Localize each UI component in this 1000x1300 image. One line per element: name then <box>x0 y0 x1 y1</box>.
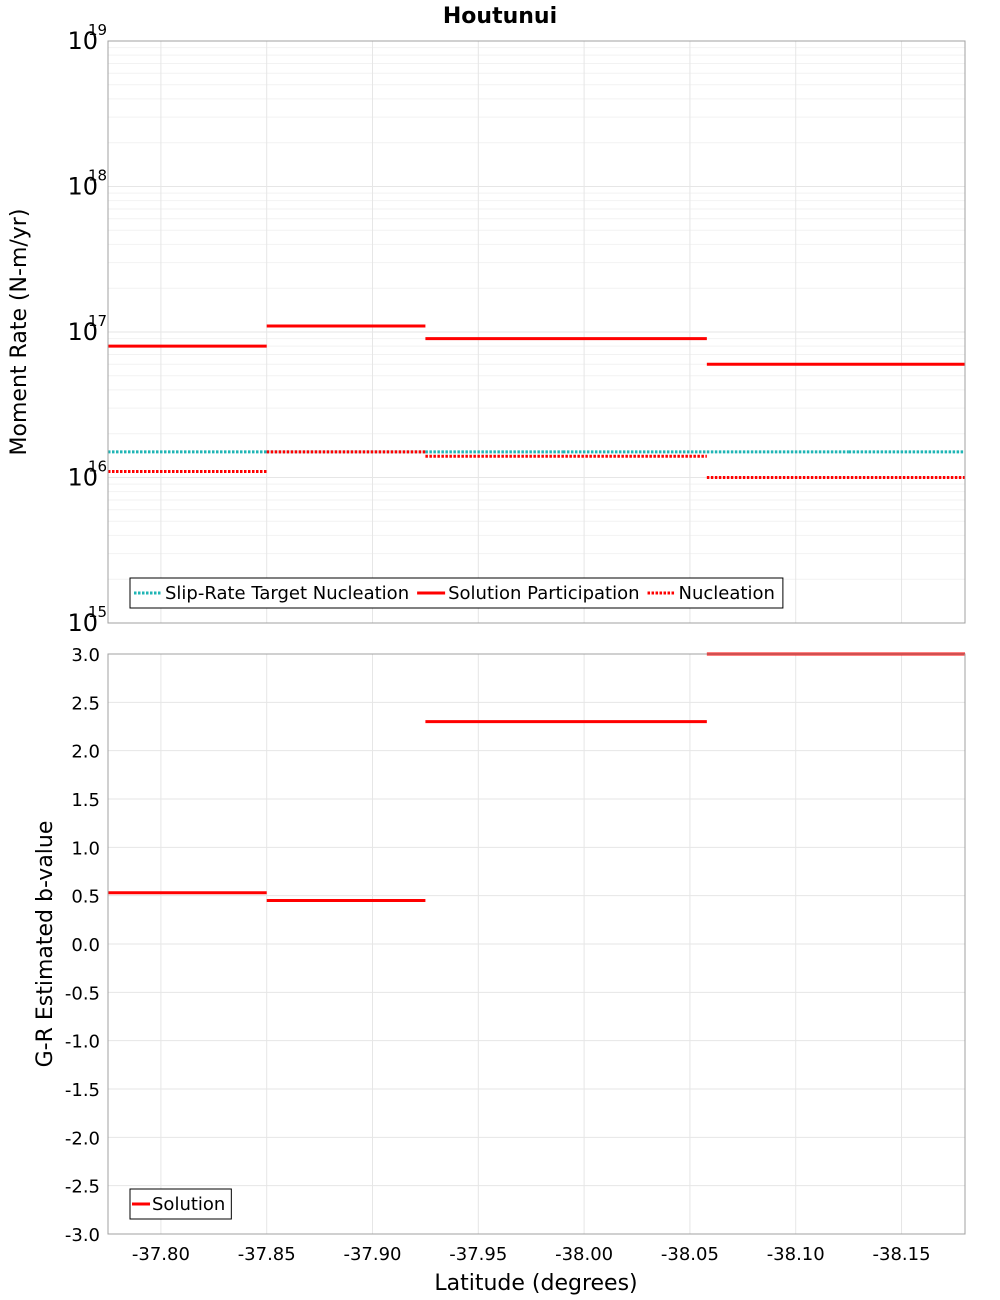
y-tick-exponent: 18 <box>88 167 107 185</box>
moment-rate-plot-frame <box>107 40 966 624</box>
y-tick-label: -0.5 <box>65 983 100 1004</box>
y-tick-label: 3.0 <box>71 645 100 666</box>
y-tick-label: 1.0 <box>71 838 100 859</box>
y-tick-label: -2.0 <box>65 1128 100 1149</box>
y-tick-base: 10 <box>67 318 98 346</box>
y-tick-base: 10 <box>67 464 98 492</box>
b-value-y-ticks: 3.0 2.5 2.0 1.5 1.0 0.5 0.0 -0.5 -1.0 -1.5 -2.0 -2.… <box>65 645 100 1246</box>
latitude-x-axis-label: Latitude (degrees) <box>434 1271 637 1296</box>
b-value-panel: 3.0 2.5 2.0 1.5 1.0 0.5 0.0 -0.5 -1.0 -1.5 -2.0 -2.… <box>33 645 966 1296</box>
b-value-y-axis-label: G-R Estimated b-value <box>33 821 58 1068</box>
y-tick-label: 2.5 <box>71 693 100 714</box>
latitude-x-ticks: -37.80 -37.85 -37.90 -37.95 -38.00 -38.05 -38.… <box>132 1244 931 1265</box>
legend-box <box>129 577 784 609</box>
x-tick-label: -38.15 <box>873 1244 931 1265</box>
y-tick-label: -1.0 <box>65 1032 100 1053</box>
y-tick-base: 10 <box>67 609 98 637</box>
legend-entry: Slip-Rate Target Nucleation <box>165 583 409 604</box>
x-tick-label: -37.90 <box>343 1244 401 1265</box>
y-tick-label: -1.5 <box>65 1080 100 1101</box>
moment-rate-legend: Slip-Rate Target Nucleation Solution Part… <box>129 577 784 609</box>
y-tick-base: 10 <box>67 27 98 55</box>
y-tick-label: 2.0 <box>71 742 100 763</box>
x-tick-label: -38.05 <box>661 1244 719 1265</box>
y-tick-exponent: 19 <box>88 21 107 39</box>
y-tick-exponent: 17 <box>88 312 107 330</box>
moment-rate-grid <box>108 41 965 624</box>
y-tick-label: 0.5 <box>71 887 100 908</box>
moment-rate-series <box>108 324 965 479</box>
x-tick-label: -38.00 <box>555 1244 613 1265</box>
y-tick-label: 1.5 <box>71 790 100 811</box>
chart-title: Houtunui <box>443 4 557 29</box>
y-tick-label: -2.5 <box>65 1177 100 1198</box>
x-tick-label: -37.95 <box>449 1244 507 1265</box>
y-tick-exponent: 15 <box>88 603 107 621</box>
x-tick-label: -37.80 <box>132 1244 190 1265</box>
moment-rate-y-axis-label: Moment Rate (N-m/yr) <box>7 209 32 456</box>
legend-entry: Solution Participation <box>448 583 639 604</box>
x-tick-label: -37.85 <box>238 1244 296 1265</box>
b-value-grid <box>108 653 965 1235</box>
b-value-series <box>108 652 965 902</box>
legend-entry: Solution <box>152 1194 225 1215</box>
y-tick-exponent: 16 <box>88 458 107 476</box>
b-value-legend: Solution <box>129 1188 232 1220</box>
x-tick-label: -38.10 <box>767 1244 825 1265</box>
y-tick-label: 0.0 <box>71 935 100 956</box>
y-tick-label: -3.0 <box>65 1225 100 1246</box>
b-value-plot-frame <box>107 653 966 1235</box>
legend-entry: Nucleation <box>679 583 775 604</box>
y-tick-base: 10 <box>67 173 98 201</box>
